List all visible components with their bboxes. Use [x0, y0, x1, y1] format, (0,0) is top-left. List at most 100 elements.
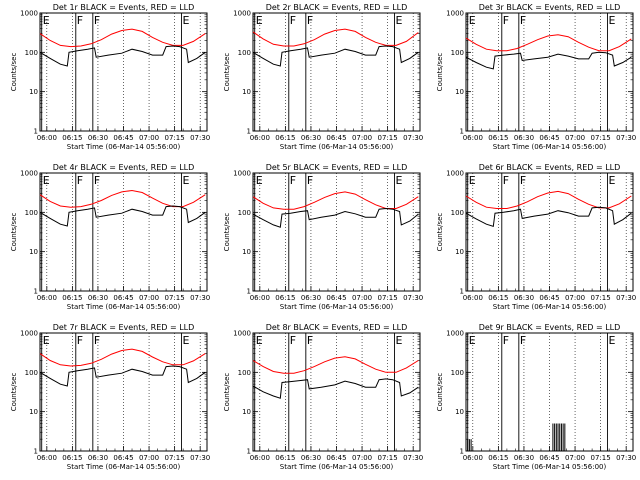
lld-series-line: [39, 348, 206, 367]
x-tick-label: 06:00: [463, 134, 483, 142]
x-tick-label: 07:15: [591, 294, 611, 302]
x-tick-label: 06:45: [113, 294, 133, 302]
x-axis-label: Start Time (06-Mar-14 05:56:00): [67, 463, 181, 471]
x-tick-label: 06:45: [539, 454, 559, 462]
panel-title: Det 5r BLACK = Events, RED = LLD: [266, 163, 408, 172]
y-axis-label: Counts/sec: [10, 53, 18, 92]
y-tick-label: 100: [238, 49, 251, 57]
x-tick-label: 06:00: [37, 294, 57, 302]
y-tick-label: 1: [34, 288, 38, 296]
marker-label-e: E: [182, 174, 189, 187]
events-series-line: [39, 365, 206, 387]
y-tick-label: 100: [238, 369, 251, 377]
x-tick-label: 06:00: [37, 134, 57, 142]
x-tick-label: 06:30: [514, 294, 534, 302]
panel-title: Det 4r BLACK = Events, RED = LLD: [53, 163, 195, 172]
plot-frame: [465, 12, 634, 132]
plot-frame: [465, 332, 634, 452]
x-tick-label: 07:30: [403, 454, 423, 462]
y-tick-label: 1000: [20, 330, 38, 338]
x-tick-label: 06:15: [275, 454, 295, 462]
marker-label-e: E: [256, 334, 263, 347]
marker-label-e: E: [469, 174, 476, 187]
marker-label-e: E: [43, 14, 50, 27]
events-series-line: [39, 205, 206, 227]
lld-series-line: [39, 28, 206, 48]
y-tick-label: 1000: [446, 10, 464, 18]
x-tick-label: 07:15: [165, 134, 185, 142]
x-tick-label: 07:00: [352, 454, 372, 462]
x-tick-label: 07:30: [190, 134, 210, 142]
x-tick-label: 06:15: [62, 454, 82, 462]
x-tick-label: 06:00: [250, 294, 270, 302]
marker-label-e: E: [256, 14, 263, 27]
y-tick-label: 100: [25, 369, 38, 377]
x-tick-label: 07:00: [565, 294, 585, 302]
x-tick-label: 07:00: [352, 134, 372, 142]
marker-label-f: F: [77, 174, 83, 187]
plot-frame: [252, 332, 421, 452]
panel-title: Det 9r BLACK = Events, RED = LLD: [479, 323, 621, 332]
marker-label-e: E: [395, 174, 402, 187]
x-tick-label: 06:15: [62, 294, 82, 302]
marker-label-e: E: [608, 174, 615, 187]
y-tick-label: 10: [29, 408, 38, 416]
x-axis-label: Start Time (06-Mar-14 05:56:00): [67, 303, 181, 311]
marker-label-f: F: [290, 174, 296, 187]
y-axis-label: Counts/sec: [436, 53, 444, 92]
x-tick-label: 06:45: [113, 454, 133, 462]
marker-label-f: F: [503, 174, 509, 187]
x-tick-label: 07:00: [565, 454, 585, 462]
marker-label-f: F: [503, 14, 509, 27]
x-tick-label: 06:30: [514, 454, 534, 462]
events-series-line: [252, 45, 419, 67]
y-tick-label: 10: [29, 88, 38, 96]
x-tick-label: 07:30: [616, 134, 636, 142]
x-axis-label: Start Time (06-Mar-14 05:56:00): [280, 143, 394, 151]
y-tick-label: 1: [460, 128, 464, 136]
x-axis-label: Start Time (06-Mar-14 05:56:00): [280, 463, 394, 471]
marker-label-f: F: [307, 14, 313, 27]
x-tick-label: 07:30: [190, 294, 210, 302]
y-tick-label: 1: [247, 128, 251, 136]
x-tick-label: 07:30: [616, 454, 636, 462]
marker-label-f: F: [94, 14, 100, 27]
x-tick-label: 07:00: [139, 454, 159, 462]
x-tick-label: 06:15: [62, 134, 82, 142]
events-series-line: [465, 51, 632, 70]
x-tick-label: 06:30: [301, 294, 321, 302]
y-tick-label: 1: [247, 448, 251, 456]
y-tick-label: 10: [455, 88, 464, 96]
y-tick-label: 1: [34, 448, 38, 456]
x-tick-label: 06:00: [37, 454, 57, 462]
x-tick-label: 07:15: [378, 454, 398, 462]
det9-panel: Det 9r BLACK = Events, RED = LLD 1 10 100 10…: [436, 323, 636, 471]
x-axis-label: Start Time (06-Mar-14 05:56:00): [493, 463, 607, 471]
marker-label-e: E: [469, 14, 476, 27]
y-tick-label: 10: [455, 248, 464, 256]
y-tick-label: 10: [242, 248, 251, 256]
events-series-line: [252, 207, 419, 228]
marker-label-e: E: [182, 334, 189, 347]
marker-label-e: E: [43, 174, 50, 187]
y-tick-label: 10: [242, 408, 251, 416]
x-tick-label: 06:30: [88, 454, 108, 462]
y-tick-label: 100: [25, 209, 38, 217]
x-tick-label: 07:00: [352, 294, 372, 302]
det3-panel: Det 3r BLACK = Events, RED = LLD 1 10 100 10…: [436, 3, 636, 151]
events-series-line: [465, 206, 632, 228]
det6-panel: Det 6r BLACK = Events, RED = LLD 1 10 100 10…: [436, 163, 636, 311]
y-axis-label: Counts/sec: [223, 53, 231, 92]
y-tick-label: 10: [455, 408, 464, 416]
panel-title: Det 3r BLACK = Events, RED = LLD: [479, 3, 621, 12]
y-axis-label: Counts/sec: [436, 213, 444, 252]
lld-series-line: [252, 356, 419, 374]
panel-title: Det 2r BLACK = Events, RED = LLD: [266, 3, 408, 12]
events-series-line: [252, 378, 419, 399]
y-tick-label: 1: [34, 128, 38, 136]
x-tick-label: 07:30: [403, 134, 423, 142]
x-tick-label: 07:15: [165, 294, 185, 302]
y-tick-label: 100: [451, 209, 464, 217]
y-tick-label: 100: [451, 369, 464, 377]
marker-label-e: E: [43, 334, 50, 347]
